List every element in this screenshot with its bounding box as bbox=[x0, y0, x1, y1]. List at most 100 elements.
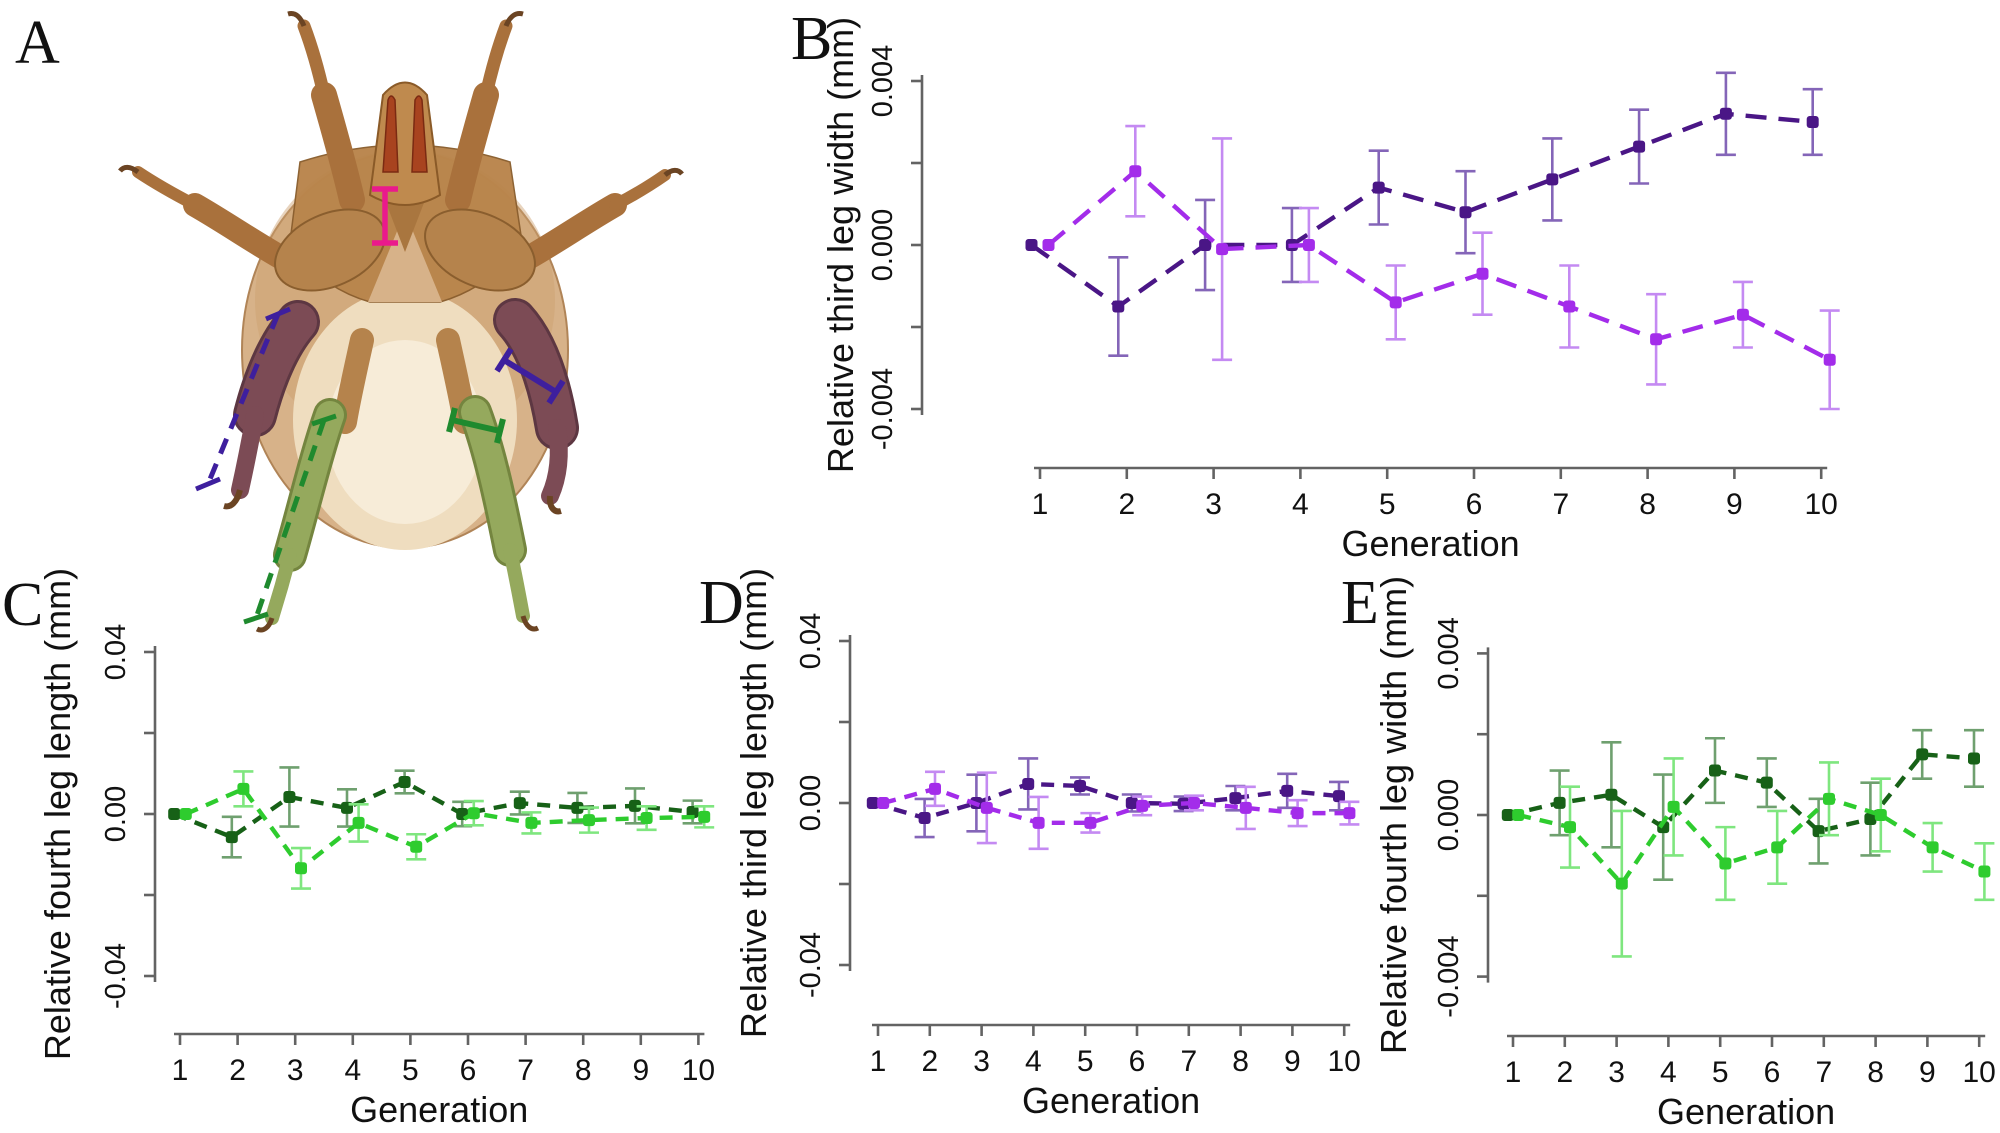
y-axis-title: Relative third leg width (mm) bbox=[820, 17, 861, 473]
data-point bbox=[467, 807, 480, 820]
x-tick-label: 7 bbox=[1815, 1056, 1832, 1089]
mite-illustration bbox=[118, 11, 684, 633]
x-tick-label: 1 bbox=[1505, 1056, 1522, 1089]
data-point bbox=[629, 799, 641, 812]
x-tick-label: 1 bbox=[870, 1045, 887, 1078]
x-tick-label: 8 bbox=[1867, 1056, 1884, 1089]
data-point bbox=[877, 797, 890, 809]
x-tick-label: 7 bbox=[1552, 488, 1569, 521]
x-tick-label: 5 bbox=[1379, 488, 1396, 521]
data-point bbox=[1476, 267, 1489, 280]
data-point bbox=[168, 808, 181, 820]
data-point bbox=[225, 831, 238, 844]
data-point bbox=[1771, 841, 1784, 854]
data-point bbox=[1025, 239, 1038, 251]
y-tick-label: 0.00 bbox=[100, 786, 132, 842]
series-line-dark bbox=[1030, 111, 1813, 310]
panel-b-chart: 0.004 0.000 -0.004 1 2 3 4 5 6 7 8 9 10 Generation Rel… bbox=[820, 17, 1840, 564]
series-line-dark bbox=[1507, 752, 1975, 834]
data-point bbox=[1125, 797, 1138, 809]
claw-icon bbox=[546, 495, 562, 515]
data-point bbox=[583, 814, 595, 827]
data-point bbox=[410, 840, 423, 853]
y-axis-title: Relative third leg length (mm) bbox=[733, 568, 774, 1038]
x-axis-title: Generation bbox=[1022, 1080, 1200, 1121]
data-point bbox=[1633, 140, 1646, 153]
fourth-leg-length-bracket bbox=[243, 413, 337, 625]
panel-letter-d: D bbox=[699, 569, 744, 637]
data-point bbox=[1074, 779, 1086, 792]
x-tick-label: 5 bbox=[402, 1054, 419, 1087]
data-point bbox=[1501, 809, 1514, 821]
data-point bbox=[1874, 809, 1887, 821]
data-point bbox=[1291, 807, 1304, 820]
front-legs bbox=[297, 19, 513, 213]
x-tick-label: 9 bbox=[632, 1054, 649, 1087]
x-tick-label: 2 bbox=[1118, 488, 1135, 521]
mite-notch bbox=[368, 212, 442, 302]
data-point bbox=[1926, 841, 1939, 854]
x-tick-label: 3 bbox=[973, 1045, 990, 1078]
data-point bbox=[295, 862, 307, 875]
data-point bbox=[1343, 807, 1356, 820]
data-point bbox=[1615, 877, 1628, 890]
y-tick-label: 0.000 bbox=[867, 209, 899, 282]
y-tick-label: 0.004 bbox=[1433, 617, 1465, 690]
x-tick-label: 6 bbox=[1129, 1045, 1146, 1078]
data-point bbox=[525, 816, 538, 829]
y-tick-label: -0.04 bbox=[100, 943, 132, 1009]
claw-icon bbox=[118, 164, 140, 175]
data-point bbox=[513, 797, 526, 810]
data-point bbox=[866, 797, 879, 809]
data-point bbox=[1736, 308, 1749, 321]
claw-icon bbox=[287, 11, 307, 27]
x-axis-title: Generation bbox=[1342, 523, 1520, 564]
series-line-dark bbox=[872, 781, 1340, 821]
data-point bbox=[1129, 165, 1142, 178]
data-point bbox=[1916, 748, 1929, 761]
data-point bbox=[571, 801, 584, 814]
y-tick-label: 0.000 bbox=[1433, 779, 1465, 852]
femur-right bbox=[424, 208, 536, 292]
x-tick-label: 3 bbox=[287, 1054, 304, 1087]
data-point bbox=[1112, 300, 1125, 313]
panel-letter-b: B bbox=[791, 5, 833, 73]
series-line-light bbox=[1047, 168, 1831, 362]
third-leg-length-bracket bbox=[195, 306, 291, 492]
x-tick-label: 10 bbox=[682, 1054, 715, 1087]
data-point bbox=[352, 816, 365, 829]
data-point bbox=[698, 810, 711, 823]
x-tick-label: 10 bbox=[1963, 1056, 1996, 1089]
panel-e-chart: 0.004 0.000 -0.004 1 2 3 4 5 6 7 8 9 10 Generation Rel… bbox=[1373, 576, 1996, 1132]
series-line-light bbox=[882, 786, 1350, 826]
data-point bbox=[918, 811, 931, 824]
series-line-dark bbox=[173, 779, 693, 840]
x-tick-label: 6 bbox=[1466, 488, 1483, 521]
data-point bbox=[1864, 813, 1877, 826]
x-axis-title: Generation bbox=[1657, 1091, 1835, 1132]
data-point bbox=[283, 790, 296, 803]
data-point bbox=[237, 782, 250, 795]
x-tick-label: 3 bbox=[1205, 488, 1222, 521]
data-point bbox=[1719, 107, 1732, 120]
data-point bbox=[1389, 296, 1402, 309]
x-tick-label: 5 bbox=[1712, 1056, 1729, 1089]
y-axis-title: Relative fourth leg length (mm) bbox=[37, 568, 78, 1060]
mite-sternal-point bbox=[383, 195, 427, 252]
x-tick-label: 4 bbox=[1292, 488, 1309, 521]
y-tick-label: 0.04 bbox=[795, 613, 827, 669]
claw-icon bbox=[503, 11, 524, 28]
data-point bbox=[1229, 792, 1242, 805]
data-point bbox=[1719, 857, 1732, 870]
chelicera-left bbox=[382, 95, 399, 173]
data-point bbox=[980, 801, 993, 814]
data-point bbox=[1563, 300, 1576, 313]
claw-icon bbox=[663, 167, 684, 177]
x-tick-label: 4 bbox=[344, 1054, 361, 1087]
x-tick-label: 2 bbox=[1556, 1056, 1573, 1089]
data-point bbox=[1136, 799, 1149, 812]
data-point bbox=[398, 776, 411, 789]
y-tick-label: 0.004 bbox=[867, 45, 899, 118]
x-tick-label: 2 bbox=[921, 1045, 938, 1078]
